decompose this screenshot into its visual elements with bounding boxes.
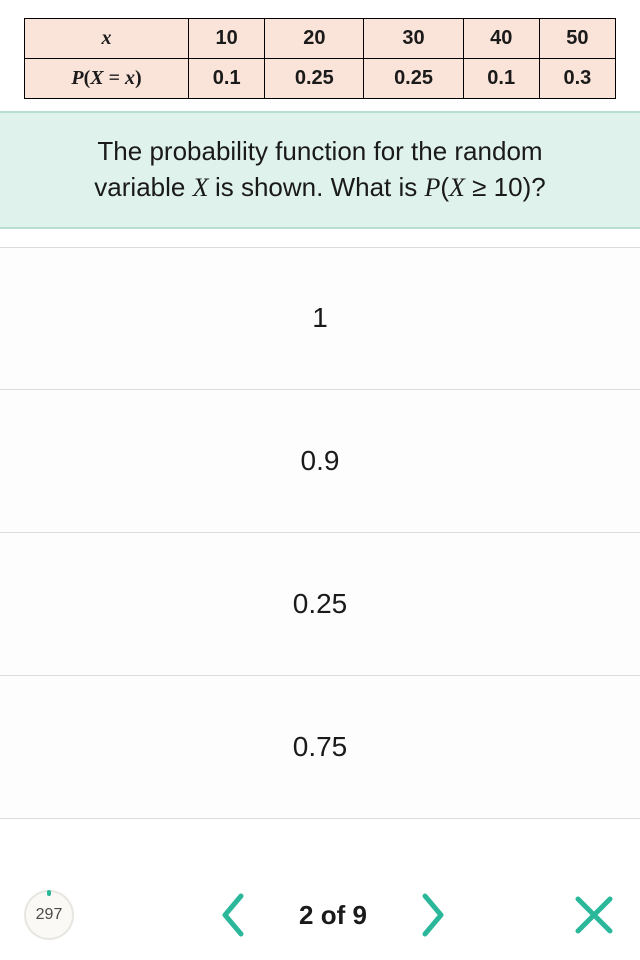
table-header-cell: 40	[463, 19, 539, 59]
previous-button[interactable]	[215, 890, 249, 940]
probability-table: x 10 20 30 40 50 P(X = x) 0.1 0.25 0.25 …	[24, 18, 616, 99]
answer-list: 1 0.9 0.25 0.75	[0, 229, 640, 819]
table-header-cell: 20	[265, 19, 364, 59]
table-header-cell: 10	[189, 19, 265, 59]
timer-display: 297	[24, 890, 74, 940]
answer-option-4[interactable]: 0.75	[0, 676, 640, 819]
table-data-row: P(X = x) 0.1 0.25 0.25 0.1 0.3	[25, 59, 616, 99]
timer-value: 297	[36, 906, 63, 924]
probability-table-container: x 10 20 30 40 50 P(X = x) 0.1 0.25 0.25 …	[0, 0, 640, 111]
bottom-navigation-bar: 297 2 of 9	[0, 870, 640, 960]
page-indicator: 2 of 9	[299, 900, 367, 931]
table-header-x: x	[25, 19, 189, 59]
question-line1: The probability function for the random	[97, 136, 542, 166]
close-icon	[572, 893, 616, 937]
question-expr-open: (	[440, 172, 449, 202]
question-expr-x: X	[449, 173, 465, 202]
table-header-row: x 10 20 30 40 50	[25, 19, 616, 59]
chevron-right-icon	[417, 890, 451, 940]
table-header-cell: 30	[364, 19, 463, 59]
table-cell: 0.3	[539, 59, 615, 99]
question-line2-prefix: variable	[94, 172, 192, 202]
table-row-label: P(X = x)	[25, 59, 189, 99]
question-var-x: X	[193, 173, 215, 202]
next-button[interactable]	[417, 890, 451, 940]
table-cell: 0.25	[265, 59, 364, 99]
table-cell: 0.1	[189, 59, 265, 99]
table-cell: 0.25	[364, 59, 463, 99]
question-expr-p: P	[424, 173, 440, 202]
nav-group: 2 of 9	[94, 890, 572, 940]
chevron-left-icon	[215, 890, 249, 940]
close-button[interactable]	[572, 893, 616, 937]
question-text: The probability function for the random …	[0, 111, 640, 229]
answer-option-2[interactable]: 0.9	[0, 390, 640, 533]
question-expr-rest: ≥ 10)?	[465, 172, 546, 202]
table-cell: 0.1	[463, 59, 539, 99]
answer-option-3[interactable]: 0.25	[0, 533, 640, 676]
table-header-cell: 50	[539, 19, 615, 59]
answer-option-1[interactable]: 1	[0, 247, 640, 390]
question-line2-mid: is shown. What is	[215, 172, 425, 202]
